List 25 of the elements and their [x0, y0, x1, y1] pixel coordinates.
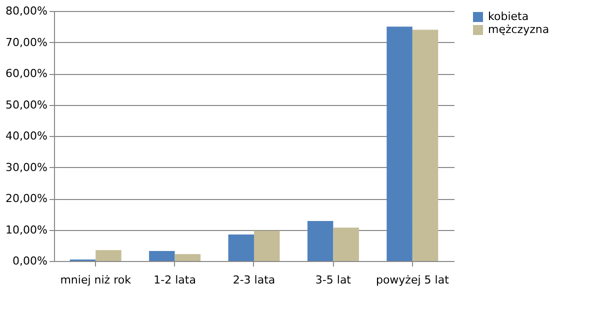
y-tick-label: 40,00%: [6, 130, 48, 142]
y-tick-label: 20,00%: [6, 192, 48, 205]
y-tick-label: 60,00%: [6, 67, 48, 80]
y-tick-label: 10,00%: [6, 223, 48, 236]
legend-label: kobieta: [488, 10, 529, 23]
y-tick-label: 70,00%: [6, 36, 48, 49]
y-tick-label: 80,00%: [6, 4, 48, 18]
bar: [254, 230, 280, 261]
bar: [307, 221, 334, 261]
bar: [412, 30, 438, 261]
y-tick-label: 50,00%: [6, 98, 48, 112]
x-tick-label: mniej niż rok: [60, 274, 132, 286]
bar: [228, 234, 254, 261]
bar: [333, 228, 359, 261]
x-tick-label: 3-5 lat: [315, 274, 352, 286]
bar: [174, 254, 201, 261]
bar: [149, 251, 175, 261]
bar: [386, 26, 412, 261]
x-tick-label: 2-3 lata: [232, 274, 276, 286]
x-tick-label: 1-2 lata: [154, 274, 196, 286]
x-tick-label: powyżej 5 lat: [376, 274, 450, 286]
y-tick-label: 0,00%: [12, 254, 48, 268]
bar: [96, 250, 122, 261]
y-tick-label: 30,00%: [6, 160, 48, 174]
legend-label: mężczyzna: [488, 23, 550, 36]
